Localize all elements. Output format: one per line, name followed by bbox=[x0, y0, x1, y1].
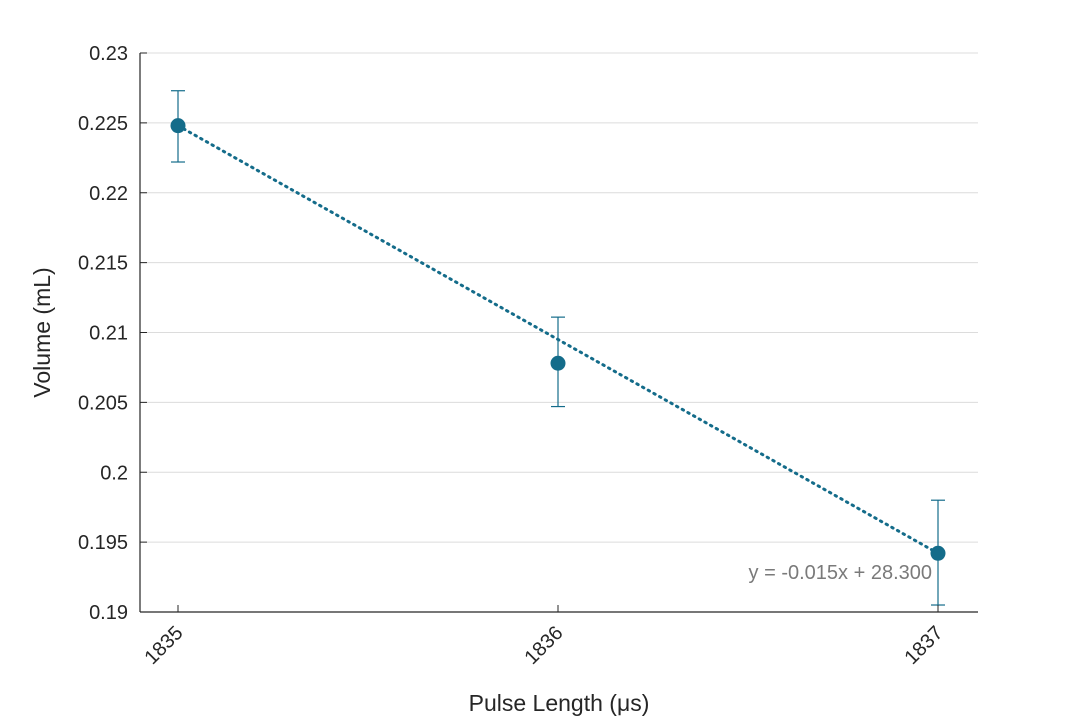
data-point bbox=[930, 545, 946, 561]
y-tick-label: 0.225 bbox=[78, 113, 128, 135]
trendline-equation: y = -0.015x + 28.300 bbox=[749, 562, 932, 584]
x-tick-label: 1835 bbox=[141, 622, 188, 669]
y-axis-label: Volume (mL) bbox=[29, 267, 55, 397]
y-tick-labels: 0.19 0.195 0.2 0.205 0.21 0.215 0.22 0.225 0.23 bbox=[78, 43, 128, 624]
grid-lines bbox=[140, 52, 978, 613]
x-tick-labels: 1835 1836 1837 bbox=[141, 622, 948, 669]
y-tick-label: 0.19 bbox=[89, 602, 128, 624]
y-tick-label: 0.215 bbox=[78, 253, 128, 275]
y-tick-label: 0.2 bbox=[100, 462, 128, 484]
data-point bbox=[170, 118, 186, 134]
y-tick-label: 0.205 bbox=[78, 392, 128, 414]
data-points bbox=[170, 118, 946, 561]
y-tick-label: 0.23 bbox=[89, 43, 128, 65]
axes bbox=[139, 52, 978, 613]
x-tick-label: 1837 bbox=[901, 622, 948, 669]
y-tick-label: 0.21 bbox=[89, 323, 128, 345]
x-axis-label: Pulse Length (μs) bbox=[469, 690, 650, 716]
y-tick-label: 0.22 bbox=[89, 183, 128, 205]
error-bars bbox=[171, 90, 945, 606]
data-point bbox=[550, 355, 566, 371]
x-tick-label: 1836 bbox=[521, 622, 568, 669]
y-tick-label: 0.195 bbox=[78, 532, 128, 554]
